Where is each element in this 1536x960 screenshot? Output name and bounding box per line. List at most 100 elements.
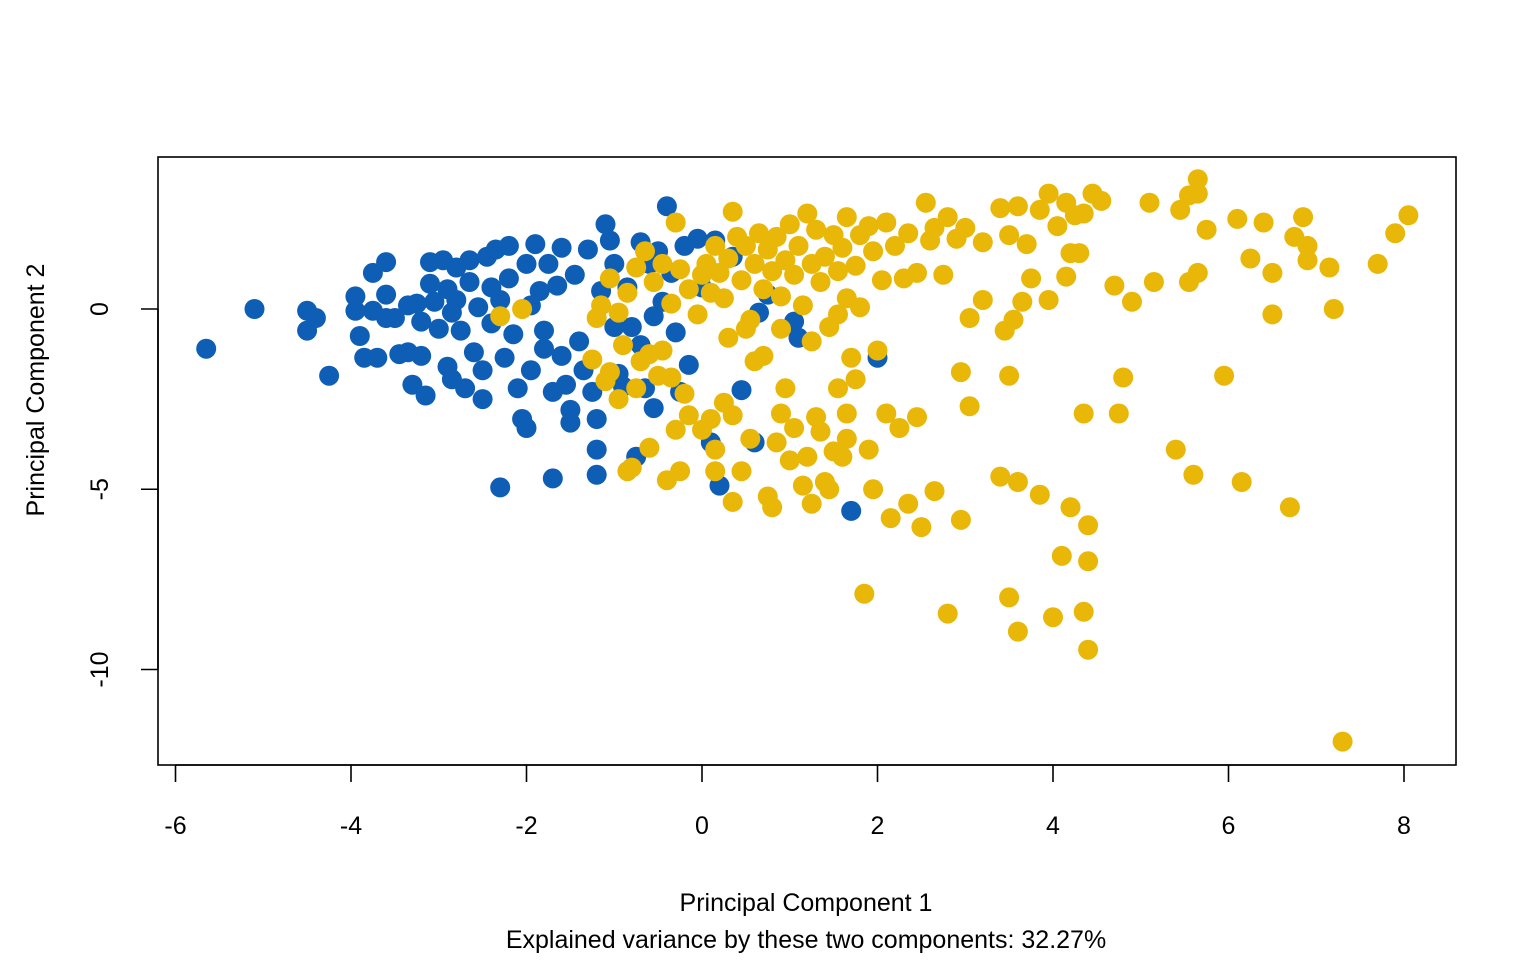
- scatter-point: [424, 291, 445, 312]
- scatter-point: [459, 272, 480, 292]
- scatter-point: [788, 235, 809, 256]
- scatter-point: [1056, 266, 1077, 287]
- scatter-point: [472, 360, 493, 381]
- scatter-point: [850, 225, 870, 246]
- scatter-point: [959, 308, 980, 328]
- scatter-point: [494, 347, 515, 368]
- scatter-point: [1003, 309, 1024, 330]
- scatter-point: [626, 378, 647, 399]
- scatter-point: [1113, 367, 1134, 388]
- scatter-point: [806, 219, 827, 240]
- scatter-point: [687, 228, 708, 249]
- scatter-point: [420, 273, 440, 294]
- scatter-point: [678, 405, 699, 426]
- scatter-point: [845, 369, 866, 390]
- scatter-point: [490, 306, 511, 327]
- scatter-point: [463, 342, 484, 363]
- scatter-point: [740, 428, 761, 449]
- scatter-point: [722, 405, 743, 426]
- scatter-point: [779, 450, 800, 471]
- scatter-point: [1104, 275, 1125, 296]
- scatter-point: [810, 421, 831, 442]
- scatter-point: [1183, 464, 1204, 485]
- scatter-point: [850, 297, 870, 318]
- scatter-point: [828, 378, 848, 399]
- scatter-point: [244, 299, 265, 319]
- x-tick-label: 2: [871, 812, 885, 840]
- scatter-point: [639, 437, 660, 458]
- scatter-point: [613, 335, 633, 356]
- scatter-point: [823, 225, 844, 246]
- scatter-point: [1007, 621, 1028, 642]
- scatter-point: [652, 253, 673, 274]
- scatter-point: [534, 320, 554, 341]
- scatter-point: [718, 327, 739, 348]
- scatter-point: [1297, 235, 1318, 256]
- scatter-point: [1007, 472, 1028, 492]
- scatter-point: [744, 253, 765, 274]
- scatter-point: [1214, 365, 1235, 386]
- scatter-point: [367, 347, 388, 368]
- scatter-point: [599, 230, 620, 251]
- scatter-point: [832, 446, 853, 467]
- scatter-point: [731, 461, 752, 482]
- scatter-point: [762, 497, 783, 518]
- scatter-point: [836, 428, 857, 449]
- x-axis-label: Principal Component 1: [680, 889, 933, 917]
- scatter-point: [779, 214, 800, 235]
- scatter-point: [771, 318, 791, 339]
- y-tick-label: -10: [86, 651, 114, 687]
- scatter-point: [907, 407, 927, 428]
- scatter-point: [678, 279, 699, 300]
- scatter-point: [1319, 257, 1340, 278]
- scatter-point: [1187, 169, 1208, 190]
- scatter-point: [608, 302, 629, 323]
- scatter-point: [1139, 192, 1160, 213]
- scatter-point: [828, 261, 848, 282]
- scatter-point: [885, 235, 905, 256]
- x-tick-label: 8: [1397, 812, 1411, 840]
- scatter-point: [876, 403, 897, 424]
- scatter-point: [459, 250, 480, 271]
- scatter-point: [766, 432, 787, 453]
- scatter-point: [722, 491, 743, 512]
- scatter-point: [665, 212, 686, 233]
- scatter-point: [1073, 203, 1094, 224]
- scatter-point: [1187, 262, 1208, 283]
- scatter-point: [411, 345, 432, 366]
- scatter-point: [858, 439, 879, 460]
- scatter-point: [586, 439, 607, 460]
- scatter-point: [643, 306, 664, 327]
- scatter-point: [801, 493, 822, 514]
- scatter-point: [529, 281, 550, 301]
- scatter-point: [1262, 304, 1283, 325]
- scatter-point: [718, 248, 739, 269]
- scatter-point: [920, 230, 941, 251]
- scatter-point: [472, 389, 493, 410]
- scatter-point: [841, 347, 862, 368]
- scatter-point: [933, 264, 954, 285]
- scatter-point: [999, 365, 1020, 386]
- scatter-point: [819, 479, 840, 500]
- scatter-point: [665, 322, 686, 343]
- scatter-point: [608, 389, 629, 410]
- y-tick-label: 0: [86, 302, 114, 316]
- scatter-point: [801, 331, 822, 352]
- scatter-point: [626, 257, 647, 278]
- scatter-point: [661, 367, 682, 388]
- scatter-point: [700, 282, 721, 303]
- scatter-point: [490, 290, 511, 310]
- scatter-point: [880, 508, 901, 529]
- scatter-point: [863, 479, 884, 500]
- scatter-point: [411, 311, 432, 332]
- scatter-point: [1332, 731, 1353, 752]
- scatter-point: [586, 409, 607, 429]
- scatter-point: [319, 365, 340, 386]
- scatter-point: [586, 464, 607, 485]
- scatter-point: [428, 318, 449, 339]
- scatter-point: [735, 318, 756, 339]
- scatter-point: [402, 374, 423, 395]
- scatter-point: [376, 252, 397, 273]
- scatter-point: [1231, 472, 1252, 492]
- scatter-point: [1029, 199, 1050, 220]
